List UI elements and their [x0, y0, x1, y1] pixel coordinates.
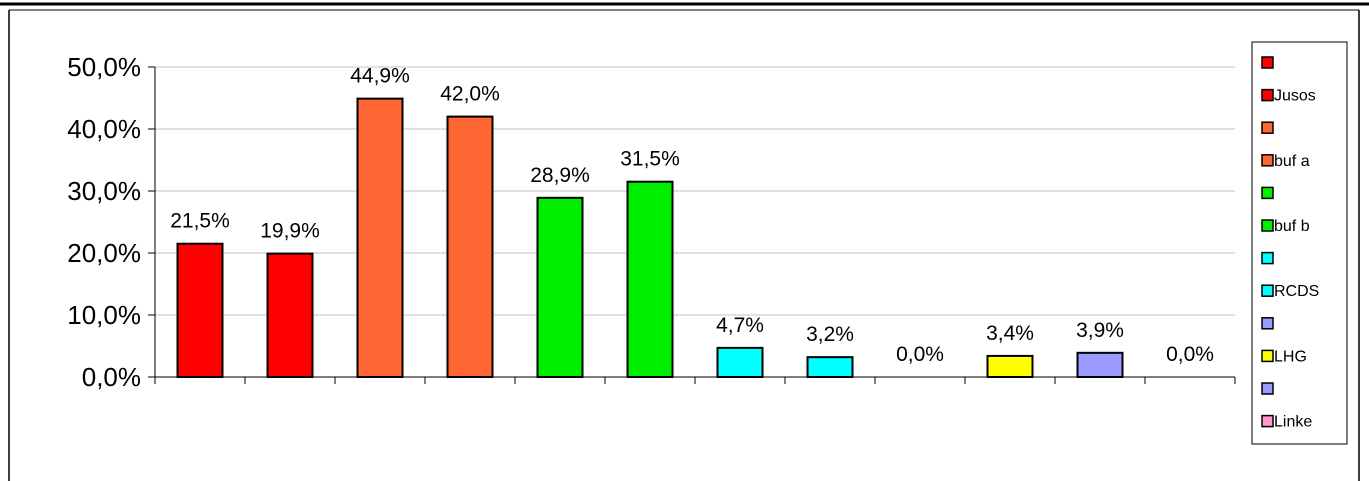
bar: [176, 242, 224, 378]
legend-label: LHG: [1274, 348, 1307, 365]
bar: [1076, 351, 1124, 379]
bar: [446, 115, 494, 378]
data-label: 31,5%: [620, 148, 680, 171]
legend-swatch: [1261, 317, 1274, 330]
data-labels: 21,5% 19,9% 44,9% 42,0% 28,9% 31,5% 4,7% 3,2% 0,…: [170, 65, 1214, 366]
y-tick-label: 50,0%: [67, 52, 141, 82]
legend-swatch: [1261, 349, 1274, 363]
bar: [266, 252, 314, 378]
legend-swatch: [1261, 154, 1274, 167]
data-label: 0,0%: [896, 343, 944, 366]
legend-label: buf a: [1274, 153, 1310, 170]
bar: [626, 180, 674, 378]
data-label: 0,0%: [1166, 343, 1214, 366]
bars: [176, 97, 1124, 379]
y-tick-label: 20,0%: [67, 238, 141, 268]
legend-swatch: [1261, 88, 1274, 102]
legend-swatch: [1261, 414, 1274, 428]
legend-label: Jusos: [1274, 88, 1316, 105]
data-label: 21,5%: [170, 210, 230, 233]
y-tick-label: 40,0%: [67, 114, 141, 144]
legend-swatch: [1261, 186, 1274, 200]
legend-swatch: [1261, 121, 1274, 134]
legend-swatch: [1261, 284, 1274, 297]
legend-swatch: [1261, 219, 1274, 232]
legend-swatch: [1261, 251, 1274, 265]
legend-label: RCDS: [1274, 283, 1319, 300]
legend-swatch: [1261, 56, 1274, 69]
bar: [986, 354, 1034, 379]
legend: Jusos buf a buf b RCDS LHG Linke: [1251, 41, 1348, 445]
data-label: 44,9%: [350, 65, 410, 88]
data-label: 3,9%: [1076, 319, 1124, 342]
legend-label: buf b: [1274, 218, 1310, 235]
bar: [806, 356, 854, 379]
y-tick-label: 0,0%: [82, 362, 141, 392]
data-label: 28,9%: [530, 164, 590, 187]
legend-label: Linke: [1274, 414, 1312, 431]
bar: [716, 346, 764, 378]
data-label: 19,9%: [260, 220, 320, 243]
y-axis: 0,0% 10,0% 20,0% 30,0% 40,0% 50,0%: [67, 52, 156, 392]
gridlines: [155, 66, 1235, 316]
bar: [356, 97, 404, 379]
legend-box: [1251, 41, 1348, 445]
data-label: 42,0%: [440, 83, 500, 106]
legend-swatch: [1261, 382, 1274, 395]
x-axis: [154, 376, 1236, 384]
bar: [536, 196, 584, 378]
data-label: 4,7%: [716, 314, 764, 337]
y-tick-label: 10,0%: [67, 300, 141, 330]
data-label: 3,4%: [986, 322, 1034, 345]
data-label: 3,2%: [806, 323, 854, 346]
y-tick-label: 30,0%: [67, 176, 141, 206]
